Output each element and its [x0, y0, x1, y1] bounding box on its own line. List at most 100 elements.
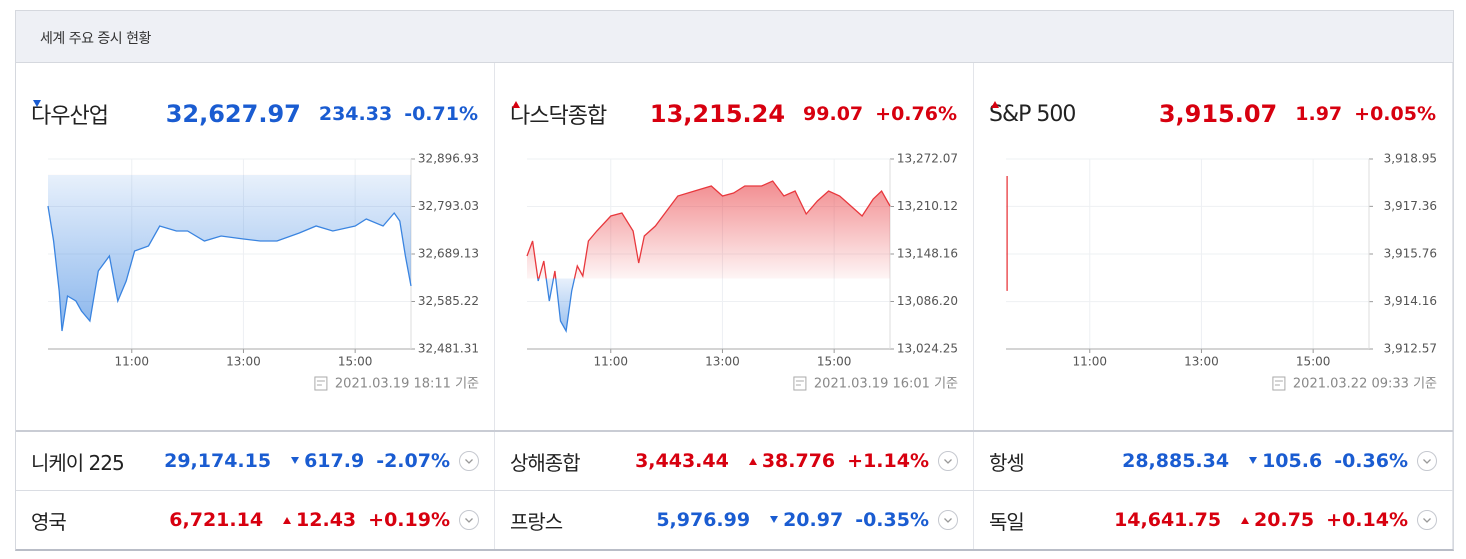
- index-price: 29,174.15: [164, 450, 272, 472]
- button-chevron: [1423, 459, 1431, 464]
- timestamp: 2021.03.22 09:33 기준: [1293, 377, 1437, 392]
- clock-icon: [793, 376, 807, 391]
- up-arrow: [512, 101, 520, 108]
- arrow-shape: [512, 101, 520, 108]
- arrow-shape: [748, 458, 757, 465]
- button-circle: [459, 510, 479, 530]
- index-name: 독일: [989, 509, 1025, 534]
- y-tick-label: 32,481.31: [418, 342, 479, 356]
- expand-button[interactable]: [937, 509, 959, 531]
- index-chart: 3,918.95 3,917.36 3,915.76 3,914.16 3,912.57…: [1006, 152, 1437, 392]
- index-change: 12.43: [296, 509, 357, 531]
- index-row: 영국 6,721.14 12.43 +0.19%: [16, 491, 495, 549]
- index-chart: 13,272.07 13,210.12 13,148.16 13,086.20 13,0…: [526, 152, 958, 392]
- index-change: 20.75: [1254, 509, 1315, 531]
- y-tick-label: 32,896.93: [418, 152, 479, 166]
- price-line: [526, 180, 891, 334]
- up-arrow: [283, 517, 292, 524]
- index-name: 다우산업: [31, 104, 109, 129]
- button-chevron: [944, 459, 952, 464]
- x-tick-label: 15:00: [817, 355, 852, 369]
- index-name: 영국: [31, 509, 67, 534]
- index-percent: +1.14%: [847, 450, 929, 472]
- index-price: 13,215.24: [649, 100, 786, 128]
- index-percent: -2.07%: [376, 450, 450, 472]
- button-circle: [459, 451, 479, 471]
- clock-icon: [1272, 376, 1286, 391]
- y-tick-label: 13,024.25: [897, 342, 958, 356]
- index-chart: 32,896.93 32,793.03 32,689.13 32,585.22 32,4…: [47, 152, 479, 392]
- index-row: 상해종합 3,443.44 38.776 +1.14%: [495, 432, 974, 490]
- up-arrow: [991, 101, 999, 108]
- y-tick-label: 13,086.20: [897, 294, 958, 308]
- expand-button[interactable]: [458, 450, 480, 472]
- index-price: 14,641.75: [1114, 509, 1222, 531]
- y-tick-label: 32,585.22: [418, 294, 479, 308]
- x-tick-label: 13:00: [705, 355, 740, 369]
- up-arrow: [748, 458, 757, 465]
- index-change: 617.9: [304, 450, 365, 472]
- index-percent: -0.71%: [404, 103, 478, 125]
- button-chevron: [465, 459, 473, 464]
- clock-icon: [314, 376, 328, 391]
- arrow-shape: [283, 517, 292, 524]
- index-percent: +0.76%: [875, 103, 957, 125]
- y-tick-label: 13,272.07: [897, 152, 958, 166]
- expand-button[interactable]: [1416, 509, 1438, 531]
- widget-title: 세계 주요 증시 현황: [40, 31, 151, 47]
- index-change: 20.97: [783, 509, 844, 531]
- panel-header: S&P 500 3,915.07 1.97 +0.05%: [989, 99, 1436, 129]
- x-tick-label: 11:00: [593, 355, 628, 369]
- expand-button[interactable]: [458, 509, 480, 531]
- index-percent: -0.36%: [1334, 450, 1408, 472]
- price-area: [48, 174, 411, 331]
- index-price: 5,976.99: [656, 509, 751, 531]
- index-percent: -0.35%: [855, 509, 929, 531]
- y-tick-label: 3,918.95: [1384, 152, 1437, 166]
- panel-header: 다우산업 32,627.97 234.33 -0.71%: [31, 99, 478, 129]
- index-name: 나스닥종합: [510, 104, 607, 129]
- arrow-shape: [33, 100, 41, 107]
- index-price: 28,885.34: [1122, 450, 1230, 472]
- index-percent: +0.14%: [1326, 509, 1408, 531]
- widget-header: 세계 주요 증시 현황: [16, 11, 1453, 63]
- y-tick-label: 13,148.16: [897, 247, 958, 261]
- index-price: 3,443.44: [635, 450, 729, 472]
- index-panel: 다우산업 32,627.97 234.33 -0.71% 32,896.93 32,793…: [16, 63, 495, 430]
- index-row: 독일 14,641.75 20.75 +0.14%: [974, 491, 1453, 549]
- timestamp: 2021.03.19 16:01 기준: [814, 377, 958, 392]
- expand-button[interactable]: [1416, 450, 1438, 472]
- x-tick-label: 15:00: [1296, 355, 1331, 369]
- down-arrow: [770, 516, 779, 523]
- divider: [16, 430, 1453, 432]
- y-tick-label: 3,917.36: [1384, 199, 1437, 213]
- y-tick-label: 32,793.03: [418, 199, 479, 213]
- index-change: 105.6: [1262, 450, 1323, 472]
- index-name: 항셍: [989, 450, 1025, 475]
- y-tick-label: 3,914.16: [1384, 294, 1437, 308]
- index-row: 프랑스 5,976.99 20.97 -0.35%: [495, 491, 974, 549]
- index-name: S&P 500: [989, 101, 1076, 127]
- index-row: 항셍 28,885.34 105.6 -0.36%: [974, 432, 1453, 490]
- index-price: 6,721.14: [169, 509, 264, 531]
- price-line: [47, 205, 412, 332]
- arrow-shape: [1249, 457, 1258, 464]
- y-tick-label: 3,915.76: [1384, 247, 1437, 261]
- index-name: 프랑스: [510, 509, 563, 534]
- button-circle: [1417, 451, 1437, 471]
- x-tick-label: 13:00: [226, 355, 261, 369]
- price-area: [527, 181, 890, 331]
- expand-button[interactable]: [937, 450, 959, 472]
- x-tick-label: 11:00: [1072, 355, 1107, 369]
- index-change: 1.97: [1295, 103, 1343, 125]
- button-circle: [1417, 510, 1437, 530]
- arrow-shape: [291, 457, 300, 464]
- x-tick-label: 15:00: [338, 355, 373, 369]
- button-chevron: [944, 518, 952, 523]
- index-percent: +0.05%: [1354, 103, 1436, 125]
- up-arrow: [1241, 517, 1250, 524]
- down-arrow: [291, 457, 300, 464]
- index-percent: +0.19%: [368, 509, 450, 531]
- divider: [16, 490, 1453, 491]
